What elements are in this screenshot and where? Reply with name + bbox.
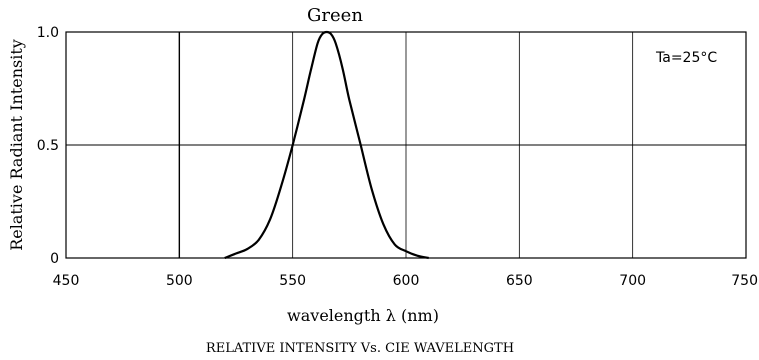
- y-tick-label: 0.5: [37, 138, 59, 154]
- temperature-annotation: Ta=25°C: [655, 50, 717, 66]
- x-tick-label: 500: [166, 273, 193, 289]
- x-tick-label: 450: [53, 273, 80, 289]
- chart-title: Green: [307, 5, 363, 26]
- x-tick-label: 550: [279, 273, 306, 289]
- x-axis-label: wavelength λ (nm): [287, 306, 439, 325]
- y-tick-label: 1.0: [37, 25, 59, 41]
- x-tick-label: 750: [731, 273, 758, 289]
- y-tick-labels: 0 0.5 1.0: [37, 25, 59, 267]
- y-tick-label: 0: [50, 251, 59, 267]
- series-line: [224, 30, 429, 260]
- chart-caption: RELATIVE INTENSITY Vs. CIE WAVELENGTH: [206, 341, 514, 356]
- x-tick-label: 650: [506, 273, 533, 289]
- x-tick-labels: 450 500 550 600 650 700 750: [53, 273, 758, 289]
- plot-frame: [65, 31, 747, 259]
- x-tick-label: 600: [393, 273, 420, 289]
- grid-lines: [66, 32, 746, 258]
- y-axis-label: Relative Radiant Intensity: [7, 39, 26, 251]
- x-tick-label: 700: [619, 273, 646, 289]
